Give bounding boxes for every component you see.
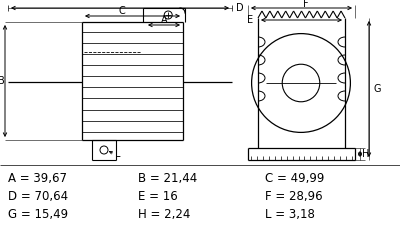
Text: F = 28,96: F = 28,96 xyxy=(265,189,323,202)
Text: C = 49,99: C = 49,99 xyxy=(265,172,324,185)
Text: G = 15,49: G = 15,49 xyxy=(8,207,68,221)
Text: H: H xyxy=(362,149,369,159)
Text: D = 70,64: D = 70,64 xyxy=(8,189,68,202)
Text: E = 16: E = 16 xyxy=(138,189,178,202)
Text: B = 21,44: B = 21,44 xyxy=(138,172,197,185)
Text: F: F xyxy=(303,0,309,9)
Text: G: G xyxy=(374,84,382,94)
Text: L = 3,18: L = 3,18 xyxy=(265,207,315,221)
Text: B: B xyxy=(0,76,4,86)
Text: A: A xyxy=(161,15,167,25)
Text: A = 39,67: A = 39,67 xyxy=(8,172,67,185)
Text: D: D xyxy=(236,3,244,13)
Text: E: E xyxy=(247,15,253,25)
Text: C: C xyxy=(119,6,125,16)
Text: H = 2,24: H = 2,24 xyxy=(138,207,190,221)
Text: L: L xyxy=(115,149,121,159)
